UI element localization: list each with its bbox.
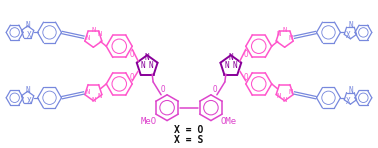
Text: N: N xyxy=(85,35,90,41)
Text: X: X xyxy=(346,31,351,40)
Text: N: N xyxy=(145,53,149,62)
Text: O: O xyxy=(130,50,135,59)
Text: N: N xyxy=(348,21,353,30)
Text: X: X xyxy=(346,97,351,106)
Text: N: N xyxy=(91,97,96,103)
Text: O: O xyxy=(161,85,166,94)
Text: O: O xyxy=(243,50,248,59)
Text: N: N xyxy=(91,27,96,33)
Text: X: X xyxy=(27,97,32,106)
Text: O: O xyxy=(243,73,248,82)
Text: X = O: X = O xyxy=(174,126,204,135)
Text: O: O xyxy=(212,85,217,94)
Text: N: N xyxy=(282,27,287,33)
Text: MeO: MeO xyxy=(141,117,157,126)
Text: N: N xyxy=(288,35,293,41)
Text: N: N xyxy=(277,31,281,37)
Text: N: N xyxy=(277,93,281,99)
Text: N: N xyxy=(149,61,153,70)
Text: X: X xyxy=(27,31,32,40)
Text: N: N xyxy=(225,61,229,70)
Text: N: N xyxy=(25,86,30,95)
Text: N: N xyxy=(141,61,146,70)
Text: N: N xyxy=(232,61,237,70)
Text: N: N xyxy=(97,31,101,37)
Text: X = S: X = S xyxy=(174,135,204,145)
Text: N: N xyxy=(229,53,233,62)
Text: O: O xyxy=(130,73,135,82)
Text: N: N xyxy=(85,89,90,95)
Text: N: N xyxy=(97,93,101,99)
Text: N: N xyxy=(25,21,30,30)
Text: N: N xyxy=(282,97,287,103)
Text: N: N xyxy=(348,86,353,95)
Text: N: N xyxy=(288,89,293,95)
Text: OMe: OMe xyxy=(221,117,237,126)
